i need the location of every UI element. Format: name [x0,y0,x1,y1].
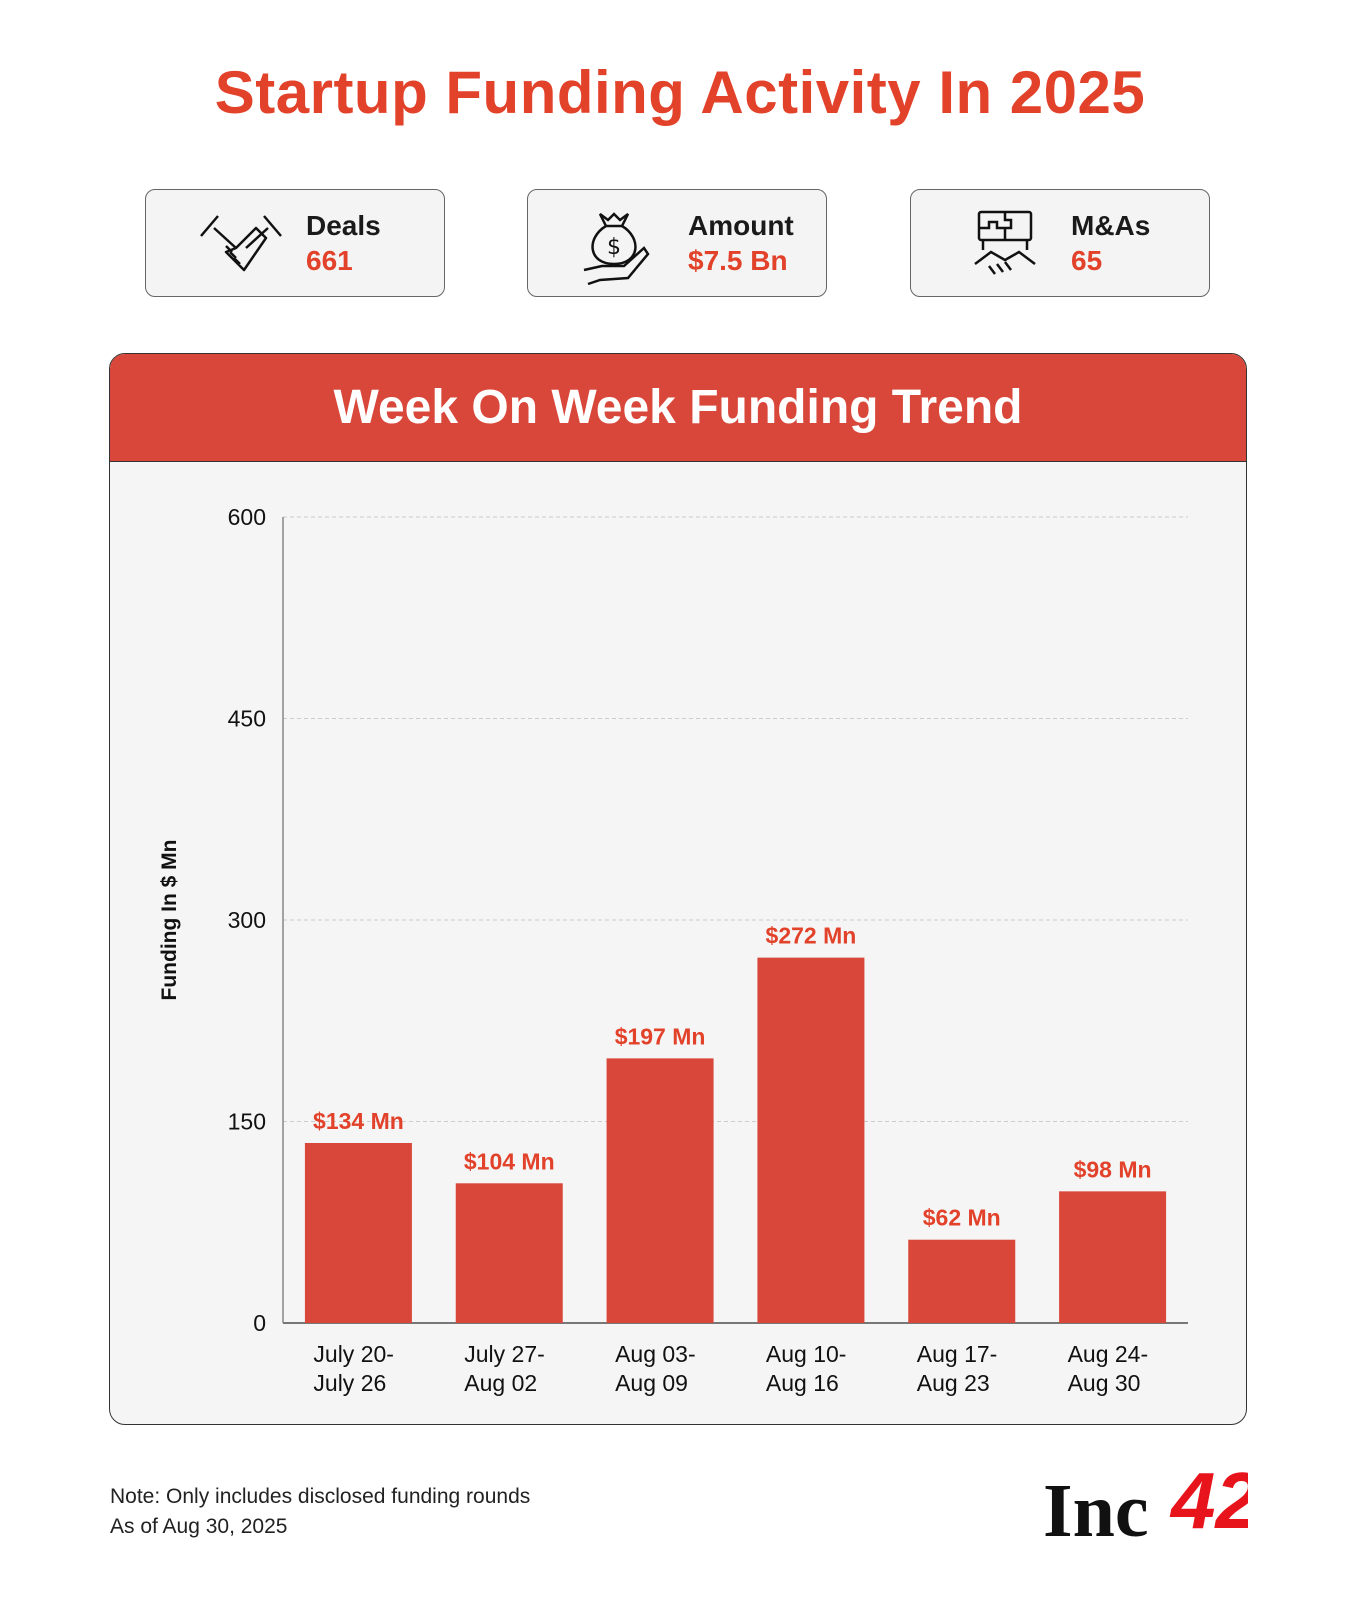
y-tick-label: 450 [228,706,266,732]
stat-label: Amount [688,210,794,241]
money-bag-hand-icon: $ [583,212,650,286]
y-tick-label: 600 [228,504,266,530]
x-tick-label: Aug 03- [615,1341,696,1367]
footnote: Note: Only includes disclosed funding ro… [110,1485,531,1508]
bar [1059,1191,1167,1323]
bar [757,957,865,1323]
stat-value: $7.5 Bn [688,245,788,276]
x-tick-label: July 26 [313,1370,386,1396]
x-tick-label: Aug 02 [464,1370,537,1396]
data-label: $104 Mn [464,1148,555,1174]
x-tick-label: Aug 30 [1068,1370,1141,1396]
stat-card-deals: Deals 661 [145,189,445,297]
svg-text:Inc: Inc [1043,1469,1149,1548]
stat-label: M&As [1071,210,1151,241]
stat-value: 661 [306,245,353,276]
x-tick-label: Aug 10- [766,1341,847,1367]
stat-card-mergers: M&As 65 [910,189,1210,297]
x-tick-label: Aug 09 [615,1370,688,1396]
data-label: $197 Mn [615,1023,706,1049]
y-axis-label: Funding In $ Mn [158,840,181,1001]
page-title: Startup Funding Activity In 2025 [214,59,1146,126]
as-of-date: As of Aug 30, 2025 [110,1515,288,1538]
chart-title: Week On Week Funding Trend [110,354,1246,462]
svg-text:$: $ [607,235,621,260]
data-label: $134 Mn [313,1108,404,1134]
handshake-icon [200,215,282,272]
inc42-logo: Inc 42 [1043,1458,1248,1548]
bar [304,1142,412,1323]
x-tick-label: Aug 17- [917,1341,998,1367]
data-label: $98 Mn [1074,1156,1152,1182]
x-tick-label: Aug 16 [766,1370,839,1396]
svg-text:42: 42 [1169,1458,1248,1545]
y-tick-label: 300 [228,907,266,933]
data-label: $272 Mn [766,923,857,949]
y-tick-label: 0 [253,1310,266,1336]
x-tick-label: July 27- [464,1341,545,1367]
chart-panel: Week On Week Funding Trend [109,353,1247,1425]
bar [455,1183,563,1323]
bar-chart: 0 150 300 450 600 Funding In $ Mn $134 Mn July … [158,504,1188,1396]
x-tick-label: Aug 23 [917,1370,990,1396]
bar [606,1058,714,1323]
stat-label: Deals [306,210,381,241]
puzzle-handshake-icon [974,210,1036,275]
x-tick-label: Aug 24- [1068,1341,1149,1367]
stat-card-amount: $ Amount $7.5 Bn [527,189,827,297]
data-label: $62 Mn [923,1205,1001,1231]
y-tick-label: 150 [228,1109,266,1135]
x-tick-label: July 20- [313,1341,394,1367]
bar [908,1239,1016,1323]
stat-value: 65 [1071,245,1103,276]
